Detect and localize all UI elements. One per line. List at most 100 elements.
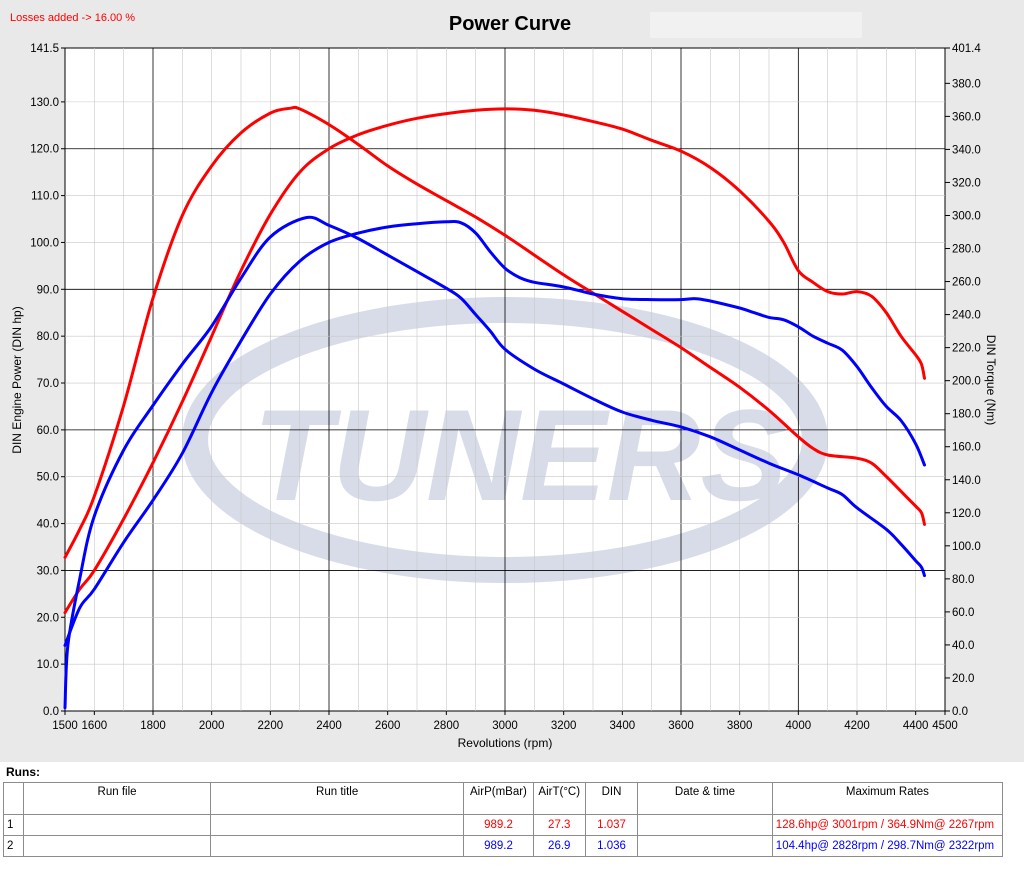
y-right-tick-label: 340.0 [952, 144, 981, 156]
y-right-tick-label: 220.0 [952, 343, 981, 355]
y-right-tick-label: 60.0 [952, 607, 974, 619]
y-right-tick-label: 280.0 [952, 244, 981, 256]
run-index: 2 [2, 835, 25, 857]
run-index: 1 [2, 814, 25, 836]
x-tick-label: 4400 [903, 720, 929, 732]
series-run2-torque-line [63, 215, 926, 710]
y-right-tick-label: 200.0 [952, 376, 981, 388]
run-file [23, 835, 212, 857]
x-tick-label: 4200 [844, 720, 870, 732]
col-run-title: Run title [210, 782, 465, 815]
run-din: 1.037 [584, 814, 639, 836]
run-airp: 989.2 [463, 835, 534, 857]
grid-lines [65, 48, 945, 711]
x-tick-label: 2800 [434, 720, 460, 732]
y-left-axis-title: DIN Engine Power (DIN hp) [10, 306, 24, 453]
run-airt: 27.3 [532, 814, 586, 836]
logo-text: TUNERS [253, 382, 787, 528]
x-tick-label: 2600 [375, 720, 401, 732]
run-datetime [637, 835, 773, 857]
col-airt: AirT(°C) [532, 782, 586, 815]
y-left-tick-label: 141.5 [30, 43, 59, 55]
x-axis-ticks: 1500 1600 1800 2000 2200 2400 2600 2800 3000 3200… [52, 711, 958, 732]
series-layer [63, 105, 926, 710]
col-datetime: Date & time [637, 782, 773, 815]
x-tick-label: 2200 [258, 720, 284, 732]
runs-header-row: Run file Run title AirP(mBar) AirT(°C) D… [2, 782, 1004, 815]
y-right-tick-label: 120.0 [952, 508, 981, 520]
y-right-tick-label: 180.0 [952, 409, 981, 421]
run-airp: 989.2 [463, 814, 534, 836]
runs-table: Run file Run title AirP(mBar) AirT(°C) D… [2, 782, 1004, 857]
table-row[interactable]: 2 989.2 26.9 1.036 104.4hp@ 2828rpm / 29… [2, 835, 1004, 857]
y-right-tick-label: 401.4 [952, 43, 981, 55]
run-airt: 26.9 [532, 835, 586, 857]
losses-note: Losses added -> 16.00 % [10, 12, 136, 24]
y-left-tick-label: 10.0 [37, 659, 59, 671]
y-right-tick-label: 0.0 [952, 706, 968, 718]
y-left-tick-label: 30.0 [37, 565, 59, 577]
series-run1-power-line [63, 107, 926, 615]
x-tick-label: 1600 [82, 720, 108, 732]
y-left-tick-label: 100.0 [30, 237, 59, 249]
x-tick-label: 2000 [199, 720, 225, 732]
x-axis-title: Revolutions (rpm) [458, 736, 553, 750]
x-tick-label: 3400 [610, 720, 636, 732]
run-din: 1.036 [584, 835, 639, 857]
y-left-tick-label: 130.0 [30, 97, 59, 109]
y-right-tick-label: 380.0 [952, 78, 981, 90]
y-left-tick-label: 120.0 [30, 144, 59, 156]
x-tick-label: 1500 [52, 720, 78, 732]
col-run-file: Run file [23, 782, 212, 815]
tuners-logo-watermark: TUNERS [182, 297, 828, 583]
watermark-box [650, 12, 862, 38]
y-right-tick-label: 260.0 [952, 277, 981, 289]
y-right-tick-label: 80.0 [952, 574, 974, 586]
x-tick-label: 4500 [932, 720, 958, 732]
chart-panel: Losses added -> 16.00 % Power Curve TUNE… [0, 0, 1024, 762]
y-left-tick-label: 80.0 [37, 331, 59, 343]
chart-title: Power Curve [449, 13, 571, 35]
x-tick-label: 3600 [668, 720, 694, 732]
run-max-rates: 104.4hp@ 2828rpm / 298.7Nm@ 2322rpm [771, 835, 1004, 857]
y-right-axis-ticks: 0.0 20.0 40.0 60.0 80.0 100.0 120.0 140.0 160.0 1… [945, 43, 981, 718]
y-left-axis-ticks: 0.0 10.0 20.0 30.0 40.0 50.0 60.0 70.0 80.0 90.0 1… [30, 43, 65, 718]
x-tick-label: 1800 [140, 720, 166, 732]
y-right-tick-label: 160.0 [952, 442, 981, 454]
x-tick-label: 3800 [727, 720, 753, 732]
col-index [2, 782, 25, 815]
col-airp: AirP(mBar) [463, 782, 534, 815]
power-curve-chart: Power Curve TUNERS 1500 1600 1800 2000 2200 2… [10, 12, 998, 750]
y-left-tick-label: 40.0 [37, 519, 59, 531]
y-left-tick-label: 50.0 [37, 472, 59, 484]
series-run1-torque-line [63, 105, 926, 559]
run-title [210, 835, 465, 857]
x-tick-label: 3000 [492, 720, 518, 732]
series-run2-power-line [63, 220, 926, 647]
x-tick-label: 4000 [786, 720, 812, 732]
y-right-tick-label: 360.0 [952, 111, 981, 123]
y-right-tick-label: 20.0 [952, 673, 974, 685]
y-left-tick-label: 90.0 [37, 284, 59, 296]
y-right-tick-label: 40.0 [952, 640, 974, 652]
table-row[interactable]: 1 989.2 27.3 1.037 128.6hp@ 3001rpm / 36… [2, 814, 1004, 836]
run-file [23, 814, 212, 836]
x-tick-label: 2400 [316, 720, 342, 732]
run-max-rates: 128.6hp@ 3001rpm / 364.9Nm@ 2267rpm [771, 814, 1004, 836]
y-left-tick-label: 20.0 [37, 612, 59, 624]
y-right-tick-label: 300.0 [952, 210, 981, 222]
y-left-tick-label: 0.0 [43, 706, 59, 718]
y-right-tick-label: 240.0 [952, 310, 981, 322]
run-datetime [637, 814, 773, 836]
y-left-tick-label: 110.0 [31, 191, 59, 203]
y-right-tick-label: 320.0 [952, 177, 981, 189]
col-din: DIN [584, 782, 639, 815]
x-tick-label: 3200 [551, 720, 577, 732]
y-left-tick-label: 70.0 [37, 378, 59, 390]
run-title [210, 814, 465, 836]
y-right-axis-title: DIN Torque (Nm) [984, 335, 998, 425]
y-right-tick-label: 100.0 [952, 541, 981, 553]
col-max-rates: Maximum Rates [771, 782, 1004, 815]
y-left-tick-label: 60.0 [37, 425, 59, 437]
y-right-tick-label: 140.0 [952, 475, 981, 487]
